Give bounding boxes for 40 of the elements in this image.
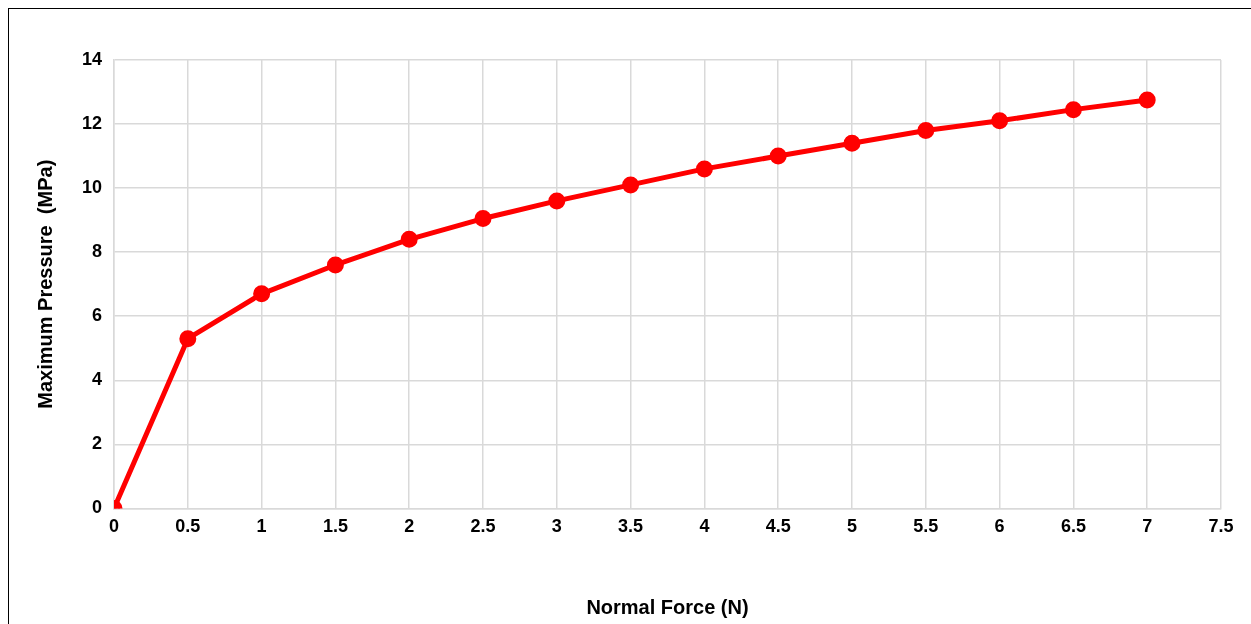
point [253,285,271,303]
point [991,112,1009,130]
y-tick-label: 2 [92,433,103,454]
x-tick-label: 6 [994,516,1005,537]
point [1138,91,1156,109]
x-tick-label: 7.5 [1208,516,1234,537]
point [917,121,935,139]
x-tick-label: 4 [699,516,710,537]
point [695,160,713,178]
x-tick-label: 2 [404,516,415,537]
point [843,134,861,152]
x-tick-label: 1 [256,516,267,537]
point [548,192,566,210]
x-tick-label: 1.5 [322,516,348,537]
y-tick-label: 0 [92,497,103,518]
x-tick-label: 3 [551,516,562,537]
x-tick-label: 5 [847,516,858,537]
x-tick-label: 2.5 [470,516,496,537]
x-tick-label: 7 [1142,516,1153,537]
x-tick-label: 4.5 [765,516,791,537]
y-tick-label: 4 [92,369,103,390]
point [326,256,344,274]
point [622,176,640,194]
x-tick-label: 3.5 [618,516,644,537]
x-tick-label: 0.5 [175,516,201,537]
point [400,230,418,248]
x-tick-label: 6.5 [1060,516,1086,537]
point [1064,101,1082,119]
y-axis-title: Maximum Pressure (MPa) [33,159,56,409]
x-tick-label: 5.5 [913,516,939,537]
point [474,210,492,228]
x-tick-label: 0 [109,516,120,537]
y-tick-label: 6 [92,305,103,326]
y-tick-label: 10 [81,177,103,198]
x-axis-title: Normal Force (N) [586,595,749,618]
y-tick-label: 8 [92,241,103,262]
point [769,147,787,165]
y-tick-label: 12 [81,113,103,134]
y-tick-label: 14 [81,48,103,69]
point [179,330,197,348]
